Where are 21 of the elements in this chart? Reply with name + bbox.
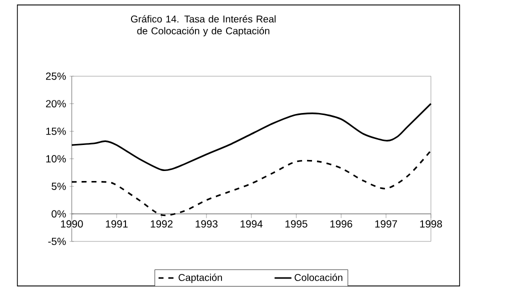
line-series: [70, 103, 432, 172]
y-tick-label: -5%: [48, 238, 66, 246]
y-tick-label: 15%: [46, 128, 66, 136]
line-series: [70, 150, 432, 216]
x-tick-label: 1994: [240, 220, 263, 228]
y-tick-label: 10%: [46, 155, 66, 163]
x-tick-label: 1995: [286, 220, 308, 228]
y-tick-label: 5%: [52, 182, 66, 190]
legend-label: Colocación: [294, 274, 342, 282]
legend-label: Captación: [178, 274, 222, 284]
x-tick-label: 1997: [375, 220, 398, 228]
x-tick-label: 1998: [420, 220, 442, 228]
chart-title: Gráfico 14. Tasa de Interés Real de Colocación y de Captación: [130, 15, 276, 36]
x-tick-label: 1990: [61, 220, 83, 228]
x-tick-label: 1996: [330, 220, 352, 228]
x-tick-label: 1992: [150, 220, 173, 228]
x-tick-label: 1993: [196, 220, 218, 228]
y-tick-label: 0%: [52, 210, 66, 218]
y-tick-label: 20%: [46, 100, 66, 108]
x-tick-label: 1991: [106, 220, 128, 228]
y-tick-label: 25%: [46, 72, 66, 80]
